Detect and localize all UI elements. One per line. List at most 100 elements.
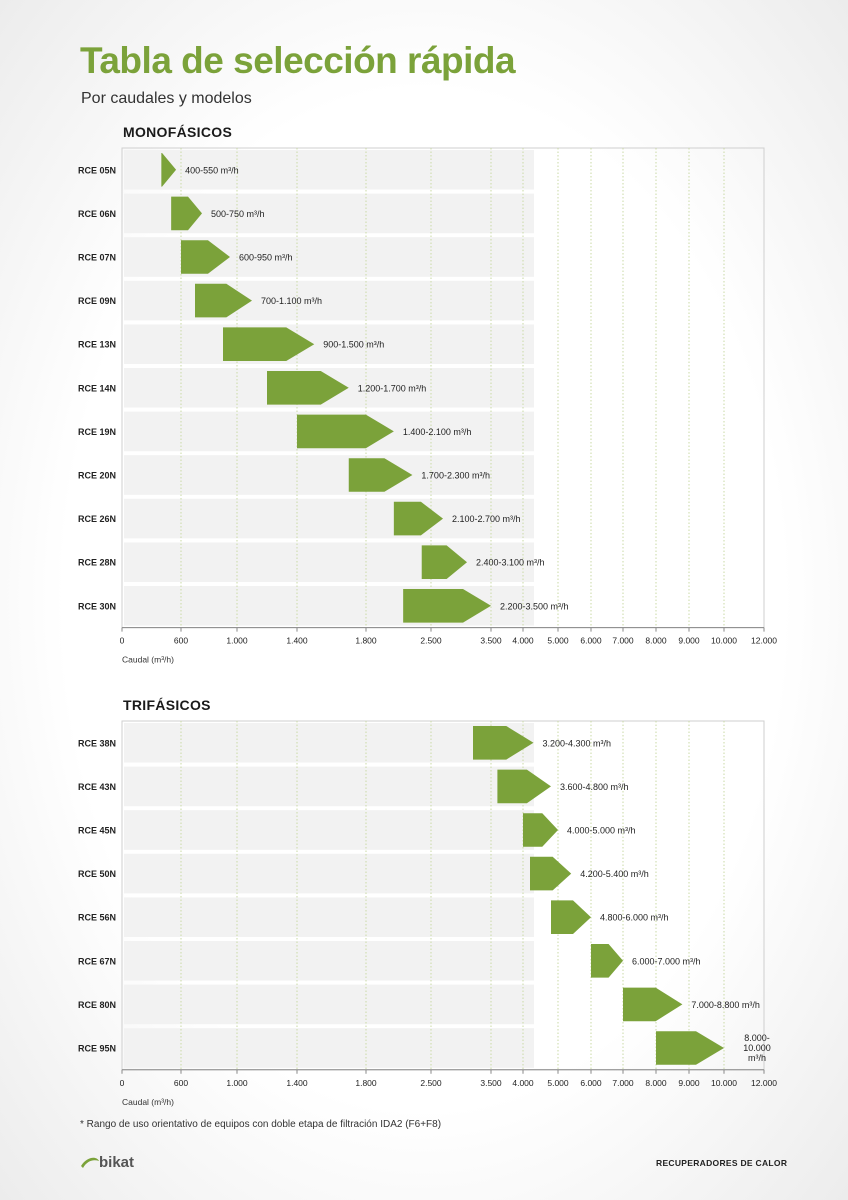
x-tick-label: 0	[120, 636, 125, 646]
x-tick-label: 6.000	[580, 636, 602, 646]
data-label: 4.200-5.400 m³/h	[580, 869, 649, 879]
data-label: 1.400-2.100 m³/h	[403, 427, 472, 437]
x-tick-label: 4.000	[512, 636, 534, 646]
x-tick-label: 8.000	[645, 1078, 667, 1088]
chart-monofasicos: RCE 05N 400-550 m³/h RCE 06N 500-750 m³/h RC…	[78, 147, 777, 665]
footer-label: RECUPERADORES DE CALOR	[656, 1158, 788, 1168]
row-background	[124, 1028, 534, 1068]
range-bar	[393, 501, 443, 536]
row-background	[124, 853, 534, 894]
x-axis-label: Caudal (m³/h)	[122, 655, 174, 665]
data-label: 6.000-7.000 m³/h	[632, 956, 701, 966]
range-bar	[403, 589, 491, 623]
data-label: 3.200-4.300 m³/h	[543, 738, 612, 748]
x-tick-label: 9.000	[678, 636, 700, 646]
page-title: Tabla de selección rápida	[80, 40, 516, 81]
chart-title-trifasicos: TRIFÁSICOS	[123, 697, 211, 713]
data-label: 900-1.500 m³/h	[323, 340, 384, 350]
data-label: 500-750 m³/h	[211, 209, 265, 219]
x-tick-label: 7.000	[612, 1078, 634, 1088]
x-tick-label: 2.500	[420, 636, 442, 646]
bikat-logo: bikat	[81, 1154, 134, 1171]
data-label: 1.200-1.700 m³/h	[358, 383, 427, 393]
category-label: RCE 56N	[78, 913, 116, 923]
row-background	[124, 723, 534, 763]
x-tick-label: 1.000	[226, 636, 248, 646]
x-tick-label: 5.000	[547, 636, 569, 646]
range-bar	[551, 900, 591, 934]
category-label: RCE 50N	[78, 869, 116, 879]
x-tick-label: 4.000	[512, 1078, 534, 1088]
category-label: RCE 43N	[78, 782, 116, 792]
x-tick-label: 8.000	[645, 636, 667, 646]
x-tick-label: 1.000	[226, 1078, 248, 1088]
x-tick-label: 5.000	[547, 1078, 569, 1088]
page-subtitle: Por caudales y modelos	[81, 90, 252, 107]
data-label: 7.000-8.800 m³/h	[691, 1000, 760, 1010]
data-label: 2.200-3.500 m³/h	[500, 601, 569, 611]
row-background	[124, 897, 534, 937]
row-background	[124, 810, 534, 850]
x-tick-label: 2.500	[420, 1078, 442, 1088]
chart-title-monofasicos: MONOFÁSICOS	[123, 124, 233, 140]
category-label: RCE 07N	[78, 253, 116, 263]
data-label: 3.600-4.800 m³/h	[560, 782, 629, 792]
range-bar	[161, 153, 177, 187]
range-bar	[473, 726, 534, 760]
logo-text: bikat	[99, 1154, 134, 1171]
data-label: 400-550 m³/h	[185, 165, 239, 175]
category-label: RCE 19N	[78, 427, 116, 437]
footnote: * Rango de uso orientativo de equipos co…	[80, 1119, 442, 1130]
x-tick-label: 3.500	[480, 1078, 502, 1088]
row-background	[124, 542, 534, 582]
category-label: RCE 80N	[78, 1000, 116, 1010]
x-tick-label: 1.400	[286, 636, 308, 646]
category-label: RCE 06N	[78, 209, 116, 219]
category-label: RCE 20N	[78, 471, 116, 481]
logo-swoosh-icon	[81, 1157, 99, 1168]
row-background	[124, 498, 534, 539]
range-bar	[297, 414, 394, 449]
category-label: RCE 05N	[78, 165, 116, 175]
range-bar	[656, 1031, 724, 1065]
x-tick-label: 600	[174, 1078, 188, 1088]
row-background	[124, 150, 534, 190]
row-background	[124, 941, 534, 981]
data-label: 700-1.100 m³/h	[261, 296, 322, 306]
range-bar	[181, 240, 230, 274]
data-label: 4.800-6.000 m³/h	[600, 913, 669, 923]
range-bar	[348, 458, 413, 492]
category-label: RCE 09N	[78, 296, 116, 306]
range-bar	[497, 769, 551, 804]
row-background	[124, 280, 534, 321]
row-background	[124, 455, 534, 495]
category-label: RCE 30N	[78, 601, 116, 611]
row-background	[124, 984, 534, 1025]
range-bar	[623, 987, 683, 1022]
category-label: RCE 38N	[78, 738, 116, 748]
x-tick-label: 1.400	[286, 1078, 308, 1088]
x-tick-label: 12.000	[751, 1078, 777, 1088]
range-bar	[195, 283, 252, 318]
category-label: RCE 14N	[78, 383, 116, 393]
chart-trifasicos: RCE 38N 3.200-4.300 m³/h RCE 43N 3.600-4.80…	[78, 720, 777, 1107]
x-tick-label: 600	[174, 636, 188, 646]
data-label: 8.000-	[744, 1033, 770, 1043]
row-background	[124, 766, 534, 807]
row-background	[124, 324, 534, 364]
x-tick-label: 1.800	[355, 1078, 377, 1088]
category-label: RCE 28N	[78, 558, 116, 568]
range-bar	[223, 327, 315, 361]
x-tick-label: 0	[120, 1078, 125, 1088]
data-label: 2.100-2.700 m³/h	[452, 514, 521, 524]
x-tick-label: 10.000	[711, 636, 737, 646]
category-label: RCE 13N	[78, 340, 116, 350]
range-bar	[421, 545, 467, 579]
x-axis-label: Caudal (m³/h)	[122, 1097, 174, 1107]
category-label: RCE 26N	[78, 514, 116, 524]
range-bar	[171, 196, 202, 231]
data-label: 1.700-2.300 m³/h	[421, 471, 490, 481]
category-label: RCE 45N	[78, 826, 116, 836]
x-tick-label: 6.000	[580, 1078, 602, 1088]
range-bar	[530, 856, 572, 891]
